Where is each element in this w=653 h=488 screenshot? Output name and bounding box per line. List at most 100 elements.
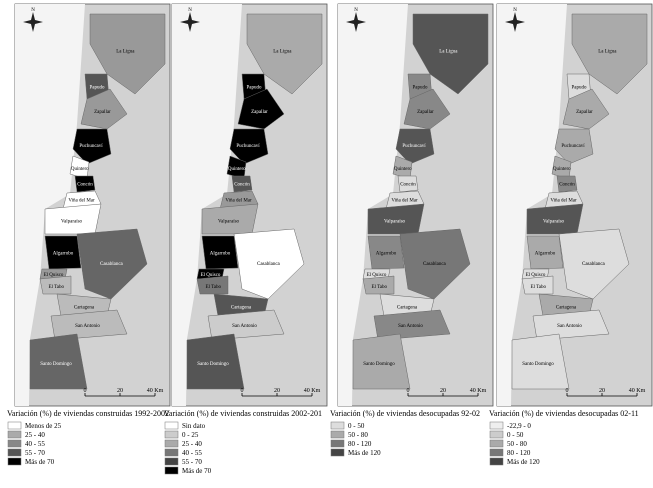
scale-label: 0: [84, 388, 87, 394]
commune: [29, 333, 88, 390]
commune-label: Papudo: [413, 86, 429, 91]
legend-item: 55 - 70: [182, 458, 202, 466]
map-panel: La Ligua Papudo Zapallar Puchuncaví Quintero…: [171, 3, 328, 407]
commune-label: Viña del Mar: [550, 198, 577, 203]
commune-label: Cartagena: [231, 305, 252, 310]
legend-item: 80 - 120: [348, 440, 372, 448]
legend-title: Variación (%) de viviendas desocupadas 0…: [489, 409, 639, 418]
commune: [403, 88, 451, 130]
legend: Variación (%) de viviendas desocupadas 9…: [330, 409, 480, 457]
commune-label: Valparaíso: [543, 219, 565, 224]
commune: [246, 13, 323, 95]
commune: [76, 228, 148, 300]
legend: Variación (%) de viviendas desocupadas 0…: [489, 409, 639, 466]
legend-item: Más de 120: [348, 449, 381, 457]
commune: [556, 175, 578, 193]
legend-swatch: [489, 421, 504, 430]
commune-label: El Quisco: [367, 273, 387, 278]
legend-swatch: [7, 421, 22, 430]
commune: [526, 235, 564, 270]
legend-item: 25 - 40: [182, 440, 202, 448]
north-arrow: [180, 12, 200, 32]
commune-label: Puchuncaví: [402, 144, 426, 149]
legend-swatch: [489, 457, 504, 466]
commune-label: Viña del Mar: [225, 198, 252, 203]
scale-label: 20: [274, 388, 280, 394]
commune-label: Cartagena: [556, 305, 577, 310]
commune: [39, 275, 72, 295]
commune-label: Valparaíso: [384, 219, 406, 224]
commune: [362, 275, 395, 295]
legend-item: 25 - 40: [25, 431, 45, 439]
legend-swatch: [330, 430, 345, 439]
commune-label: Quintero: [394, 167, 412, 172]
commune-label: Casablanca: [100, 262, 124, 267]
commune: [44, 235, 82, 270]
legend-swatch: [164, 439, 179, 448]
commune: [196, 275, 229, 295]
scale-label: 0: [241, 388, 244, 394]
commune-label: Concón: [77, 183, 93, 188]
commune: [399, 228, 471, 300]
commune: [511, 333, 570, 390]
commune: [562, 88, 610, 130]
commune-label: Zapallar: [576, 110, 593, 115]
legend-swatch: [489, 430, 504, 439]
legend-swatch: [164, 421, 179, 430]
legend-item: -22,9 - 0: [507, 422, 531, 430]
map-panel: La Ligua Papudo Zapallar Puchuncaví Quintero…: [496, 3, 653, 407]
north-label: N: [31, 8, 35, 13]
scale-label: 40 Km: [629, 388, 646, 394]
scale-label: 20: [599, 388, 605, 394]
legend-title: Variación (%) de viviendas desocupadas 9…: [330, 409, 480, 418]
commune-label: Santo Domingo: [363, 362, 395, 367]
commune-label: Papudo: [90, 86, 106, 91]
commune: [571, 13, 648, 95]
commune: [207, 309, 285, 341]
legend-item: 80 - 120: [507, 449, 531, 457]
commune-label: Cartagena: [397, 305, 418, 310]
commune-label: Santo Domingo: [40, 362, 72, 367]
commune-label: La Ligua: [273, 50, 292, 55]
commune-label: Cartagena: [74, 305, 95, 310]
north-arrow: [23, 12, 43, 32]
commune-label: Concón: [234, 183, 250, 188]
legend-item: Sin dato: [182, 422, 206, 430]
sea: [497, 4, 567, 406]
legend-swatch: [164, 466, 179, 475]
commune-label: Puchuncaví: [236, 144, 260, 149]
north-label: N: [188, 8, 192, 13]
commune-label: Puchuncaví: [79, 144, 103, 149]
commune-label: Zapallar: [94, 110, 111, 115]
commune: [229, 128, 269, 165]
sea: [15, 4, 85, 406]
legend: Variación (%) de viviendas construidas 2…: [164, 409, 322, 475]
north-arrow: [505, 12, 525, 32]
legend-item: 55 - 70: [25, 449, 45, 457]
legend-item: 0 - 50: [348, 422, 365, 430]
commune-label: La Ligua: [439, 50, 458, 55]
commune: [373, 309, 451, 341]
legend-swatch: [330, 439, 345, 448]
commune-label: Santo Domingo: [197, 362, 229, 367]
legend-swatch: [330, 421, 345, 430]
scale-label: 40 Km: [304, 388, 321, 394]
commune: [521, 275, 554, 295]
commune: [412, 13, 489, 95]
commune: [50, 309, 128, 341]
commune-label: Algarrobo: [53, 251, 74, 256]
commune-label: Casablanca: [257, 262, 281, 267]
commune: [231, 175, 253, 193]
legend-swatch: [489, 448, 504, 457]
commune-label: Papudo: [247, 86, 263, 91]
legend-swatch: [7, 430, 22, 439]
commune-label: Papudo: [572, 86, 588, 91]
commune-label: Viña del Mar: [68, 198, 95, 203]
commune-label: El Quisco: [44, 273, 64, 278]
commune-label: Casablanca: [423, 262, 447, 267]
scale-label: 40 Km: [470, 388, 487, 394]
commune-label: Valparaíso: [61, 219, 83, 224]
legend-swatch: [7, 439, 22, 448]
commune-label: El Tabo: [371, 285, 387, 290]
